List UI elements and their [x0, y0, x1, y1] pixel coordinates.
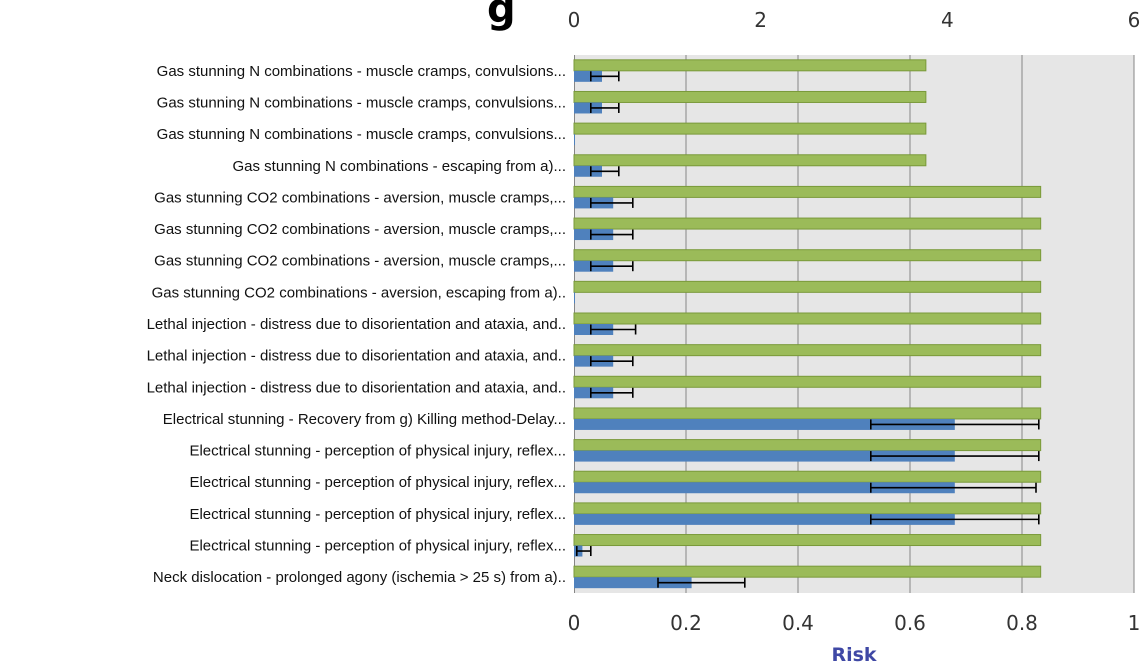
green-bar — [573, 407, 1042, 420]
top-axis-tick-label: 6 — [1128, 8, 1141, 32]
green-bar — [573, 502, 1042, 515]
category-label: Gas stunning N combinations - muscle cra… — [157, 63, 566, 80]
category-label: Gas stunning CO2 combinations - aversion… — [154, 221, 566, 238]
category-labels: Gas stunning N combinations - muscle cra… — [147, 63, 566, 586]
category-label: Lethal injection - distress due to disor… — [147, 348, 566, 365]
category-label: Gas stunning N combinations - muscle cra… — [157, 94, 566, 111]
green-bar — [573, 312, 1042, 325]
blue-bar — [574, 70, 602, 82]
green-bar — [573, 534, 1042, 547]
green-bar — [573, 217, 1042, 230]
bottom-axis-tick-label: 1 — [1128, 611, 1141, 635]
category-label: Gas stunning CO2 combinations - aversion… — [152, 284, 566, 301]
blue-bar — [574, 165, 602, 177]
category-label: Lethal injection - distress due to disor… — [147, 316, 566, 333]
blue-bar — [574, 134, 575, 146]
green-bar — [573, 375, 1042, 388]
blue-bar — [574, 577, 692, 589]
blue-bar — [574, 102, 602, 114]
green-bar — [573, 439, 1042, 452]
category-label: Gas stunning N combinations - escaping f… — [233, 158, 567, 175]
bottom-axis-tick-labels: 0 0.2 0.4 0.6 0.8 1 — [568, 611, 1141, 635]
error-bars — [575, 71, 1040, 588]
green-bar — [573, 470, 1042, 483]
green-bar — [573, 249, 1042, 262]
bottom-axis-tick-label: 0 — [568, 611, 581, 635]
category-label: Lethal injection - distress due to disor… — [147, 379, 566, 396]
top-axis-tick-label: 0 — [568, 8, 581, 32]
green-bar — [573, 59, 927, 72]
blue-bar — [574, 450, 955, 462]
bottom-axis-tick-label: 0.8 — [1006, 611, 1038, 635]
blue-bar — [574, 292, 575, 304]
green-bar — [573, 280, 1042, 293]
category-label: Gas stunning CO2 combinations - aversion… — [154, 189, 566, 206]
category-label: Electrical stunning - perception of phys… — [189, 538, 566, 555]
category-label: Gas stunning CO2 combinations - aversion… — [154, 253, 566, 270]
top-axis-tick-label: 4 — [941, 8, 954, 32]
bottom-axis-tick-label: 0.4 — [782, 611, 814, 635]
category-label: Gas stunning N combinations - muscle cra… — [157, 126, 566, 143]
category-label: Electrical stunning - perception of phys… — [189, 474, 566, 491]
page-title-fragment: g — [487, 0, 516, 32]
green-bar — [573, 344, 1042, 357]
green-bar — [573, 565, 1042, 578]
category-label: Electrical stunning - perception of phys… — [189, 506, 566, 523]
green-bar — [573, 122, 927, 135]
top-axis-tick-labels: 0 2 4 6 — [568, 8, 1141, 32]
blue-bar — [574, 418, 955, 430]
top-axis-tick-label: 2 — [754, 8, 767, 32]
blue-bar — [574, 513, 955, 525]
bottom-axis-tick-label: 0.6 — [894, 611, 926, 635]
category-label: Electrical stunning - Recovery from g) K… — [163, 411, 566, 428]
bottom-axis-tick-label: 0.2 — [670, 611, 702, 635]
green-bar — [573, 90, 927, 103]
green-bar — [573, 154, 927, 167]
category-label: Neck dislocation - prolonged agony (isch… — [153, 569, 566, 586]
category-label: Electrical stunning - perception of phys… — [189, 443, 566, 460]
blue-bar — [574, 482, 955, 494]
green-bar — [573, 185, 1042, 198]
x-axis-title: Risk — [831, 644, 876, 666]
